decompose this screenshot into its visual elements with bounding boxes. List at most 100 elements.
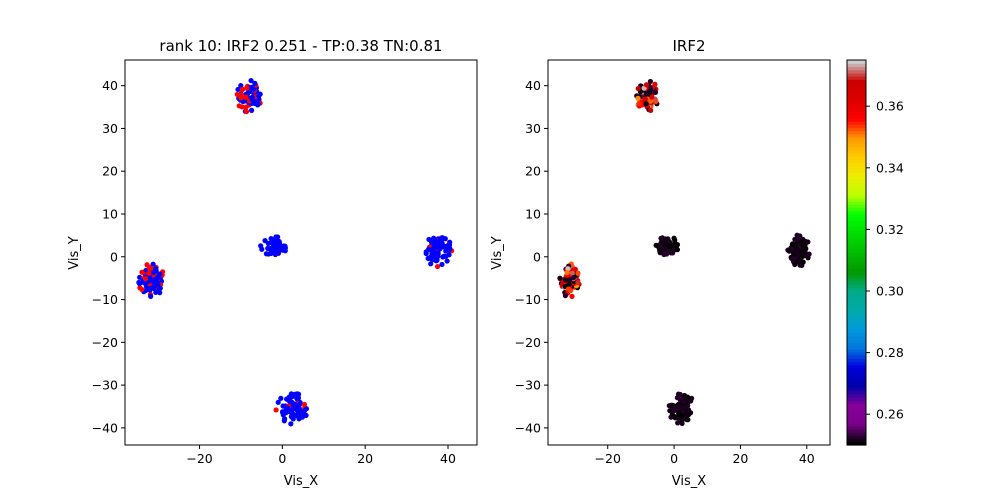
- right-data-point: [648, 98, 654, 104]
- colorbar-segment: [847, 239, 866, 244]
- right-data-point: [789, 241, 796, 248]
- colorbar-segment: [847, 79, 866, 84]
- colorbar-segment: [847, 271, 866, 276]
- right-data-point: [677, 391, 683, 398]
- left-data-point: [303, 412, 309, 418]
- colorbar-segment: [847, 197, 866, 202]
- colorbar-segment: [847, 258, 866, 263]
- left-x-axis-label: Vis_X: [284, 474, 318, 489]
- right-data-point: [575, 270, 581, 276]
- colorbar-segment: [847, 104, 866, 109]
- colorbar-segment: [847, 178, 866, 183]
- left-data-point: [153, 289, 159, 296]
- colorbar-segment: [847, 181, 866, 186]
- right-data-point: [662, 246, 668, 252]
- colorbar-segment: [847, 233, 866, 238]
- colorbar-segment: [847, 384, 866, 388]
- colorbar-segment: [847, 358, 866, 363]
- colorbar-segment: [847, 214, 866, 218]
- right-ticks-layer: −20 0 20 40 −40 −30 −20 −10 0 10 20 30 40: [515, 78, 815, 466]
- colorbar-segment: [847, 281, 866, 286]
- left-y-tick-label: −40: [92, 420, 118, 435]
- left-data-point: [301, 408, 308, 414]
- left-data-point: [275, 250, 281, 256]
- colorbar-segment: [847, 435, 866, 440]
- colorbar-segment: [847, 368, 866, 372]
- left-data-point: [155, 281, 161, 287]
- colorbar-segment: [847, 425, 866, 430]
- left-data-point: [294, 391, 300, 397]
- right-data-point: [562, 293, 569, 299]
- left-data-point: [151, 283, 157, 289]
- left-data-point: [150, 261, 156, 267]
- left-data-point: [423, 250, 429, 257]
- colorbar-segment: [847, 217, 866, 222]
- left-data-point: [259, 246, 265, 252]
- colorbar-segment: [847, 153, 866, 157]
- right-x-tick-label: 20: [732, 451, 748, 466]
- left-data-point: [435, 253, 441, 259]
- left-data-point: [425, 246, 432, 252]
- colorbar-segment: [847, 194, 866, 199]
- left-data-point: [429, 256, 435, 262]
- colorbar-segment: [847, 165, 866, 170]
- colorbar-gradient: [847, 60, 866, 446]
- right-data-point: [643, 91, 649, 97]
- left-data-point: [249, 107, 255, 113]
- right-scatter-panel: IRF2 −20 0 20 40 −40 −30 −20 −10 0 10 20 30 40 Vis_X…: [490, 37, 831, 489]
- left-data-point: [289, 393, 296, 399]
- colorbar-segment: [847, 185, 866, 189]
- colorbar-segment: [847, 416, 866, 420]
- colorbar-segment: [847, 319, 866, 324]
- colorbar-segment: [847, 310, 866, 315]
- right-data-point: [647, 78, 654, 85]
- left-data-point: [288, 414, 295, 420]
- colorbar-segment: [847, 262, 866, 266]
- colorbar-segment: [847, 220, 866, 225]
- colorbar-segment: [847, 403, 866, 408]
- left-data-point: [444, 246, 450, 253]
- colorbar-segment: [847, 76, 866, 80]
- colorbar-segment: [847, 428, 866, 433]
- right-y-tick-label: 40: [525, 78, 541, 93]
- right-data-point: [635, 85, 641, 92]
- left-data-point: [148, 293, 154, 299]
- colorbar-segment: [847, 162, 866, 167]
- colorbar-segment: [847, 329, 866, 334]
- colorbar-segment: [847, 207, 866, 212]
- left-data-point: [440, 254, 446, 260]
- left-data-point: [139, 269, 145, 275]
- right-data-point: [571, 274, 577, 281]
- left-data-point: [271, 239, 278, 246]
- colorbar-segment: [847, 82, 866, 87]
- colorbar-segment: [847, 246, 866, 250]
- right-data-point: [673, 244, 679, 250]
- left-data-point: [249, 84, 255, 90]
- left-data-point: [279, 409, 286, 415]
- right-data-point: [635, 95, 641, 101]
- right-y-tick-label: 20: [525, 164, 541, 179]
- right-data-point: [794, 232, 800, 238]
- colorbar-segment: [847, 345, 866, 350]
- right-y-axis-label: Vis_Y: [490, 236, 505, 269]
- right-data-point: [794, 246, 801, 252]
- left-data-point: [243, 104, 249, 110]
- colorbar-segment: [847, 69, 866, 74]
- colorbar-segment: [847, 66, 866, 71]
- left-y-tick-label: −30: [92, 378, 118, 393]
- right-data-point: [672, 237, 678, 243]
- left-data-point: [142, 276, 149, 282]
- colorbar-segment: [847, 159, 866, 164]
- colorbar-segment: [847, 278, 866, 282]
- right-data-point: [649, 94, 655, 100]
- colorbar-segment: [847, 114, 866, 119]
- colorbar-segment: [847, 300, 866, 305]
- colorbar-segment: [847, 361, 866, 366]
- right-data-point: [653, 242, 659, 248]
- colorbar-segment: [847, 226, 866, 231]
- left-data-point: [430, 246, 436, 252]
- left-chart-title: rank 10: IRF2 0.251 - TP:0.38 TN:0.81: [159, 37, 442, 55]
- colorbar-segment: [847, 236, 866, 241]
- colorbar-segment: [847, 284, 866, 289]
